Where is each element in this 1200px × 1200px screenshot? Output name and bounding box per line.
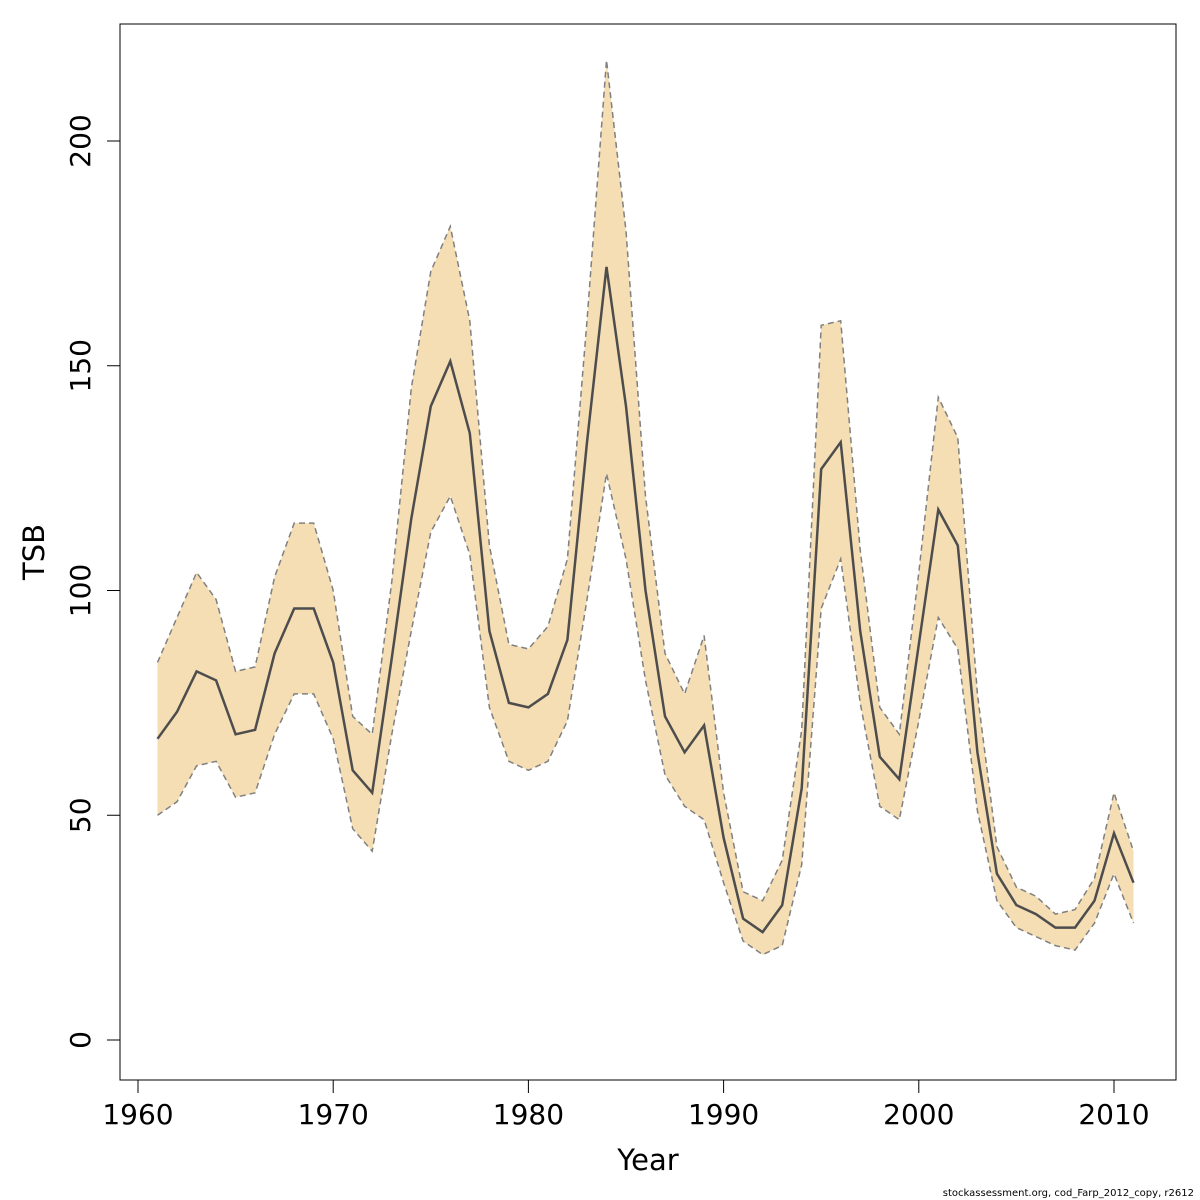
tsb-estimate-line [156, 266, 1135, 934]
y-axis: 0 50 100 150 200 [64, 114, 121, 1049]
x-tick-label: 1970 [298, 1098, 369, 1131]
x-tick-label: 2010 [1078, 1098, 1149, 1131]
footer-caption: stockassessment.org, cod_Farp_2012_copy,… [943, 1188, 1194, 1199]
x-tick-label: 1960 [102, 1098, 173, 1131]
y-tick-label: 200 [64, 114, 97, 167]
x-axis: 1960 1970 1980 1990 2000 2010 [102, 1079, 1150, 1131]
x-axis-title: Year [616, 1143, 678, 1177]
y-tick-label: 100 [64, 564, 97, 617]
x-tick-label: 1990 [688, 1098, 759, 1131]
upper-bound-line [156, 60, 1135, 915]
confidence-band [157, 60, 1134, 955]
x-tick-label: 2000 [883, 1098, 954, 1131]
plot-area [156, 60, 1135, 956]
y-axis-title: TSB [17, 524, 51, 581]
y-tick-label: 0 [64, 1031, 97, 1049]
y-tick-label: 50 [64, 797, 97, 833]
x-tick-label: 1980 [493, 1098, 564, 1131]
y-tick-label: 150 [64, 339, 97, 392]
